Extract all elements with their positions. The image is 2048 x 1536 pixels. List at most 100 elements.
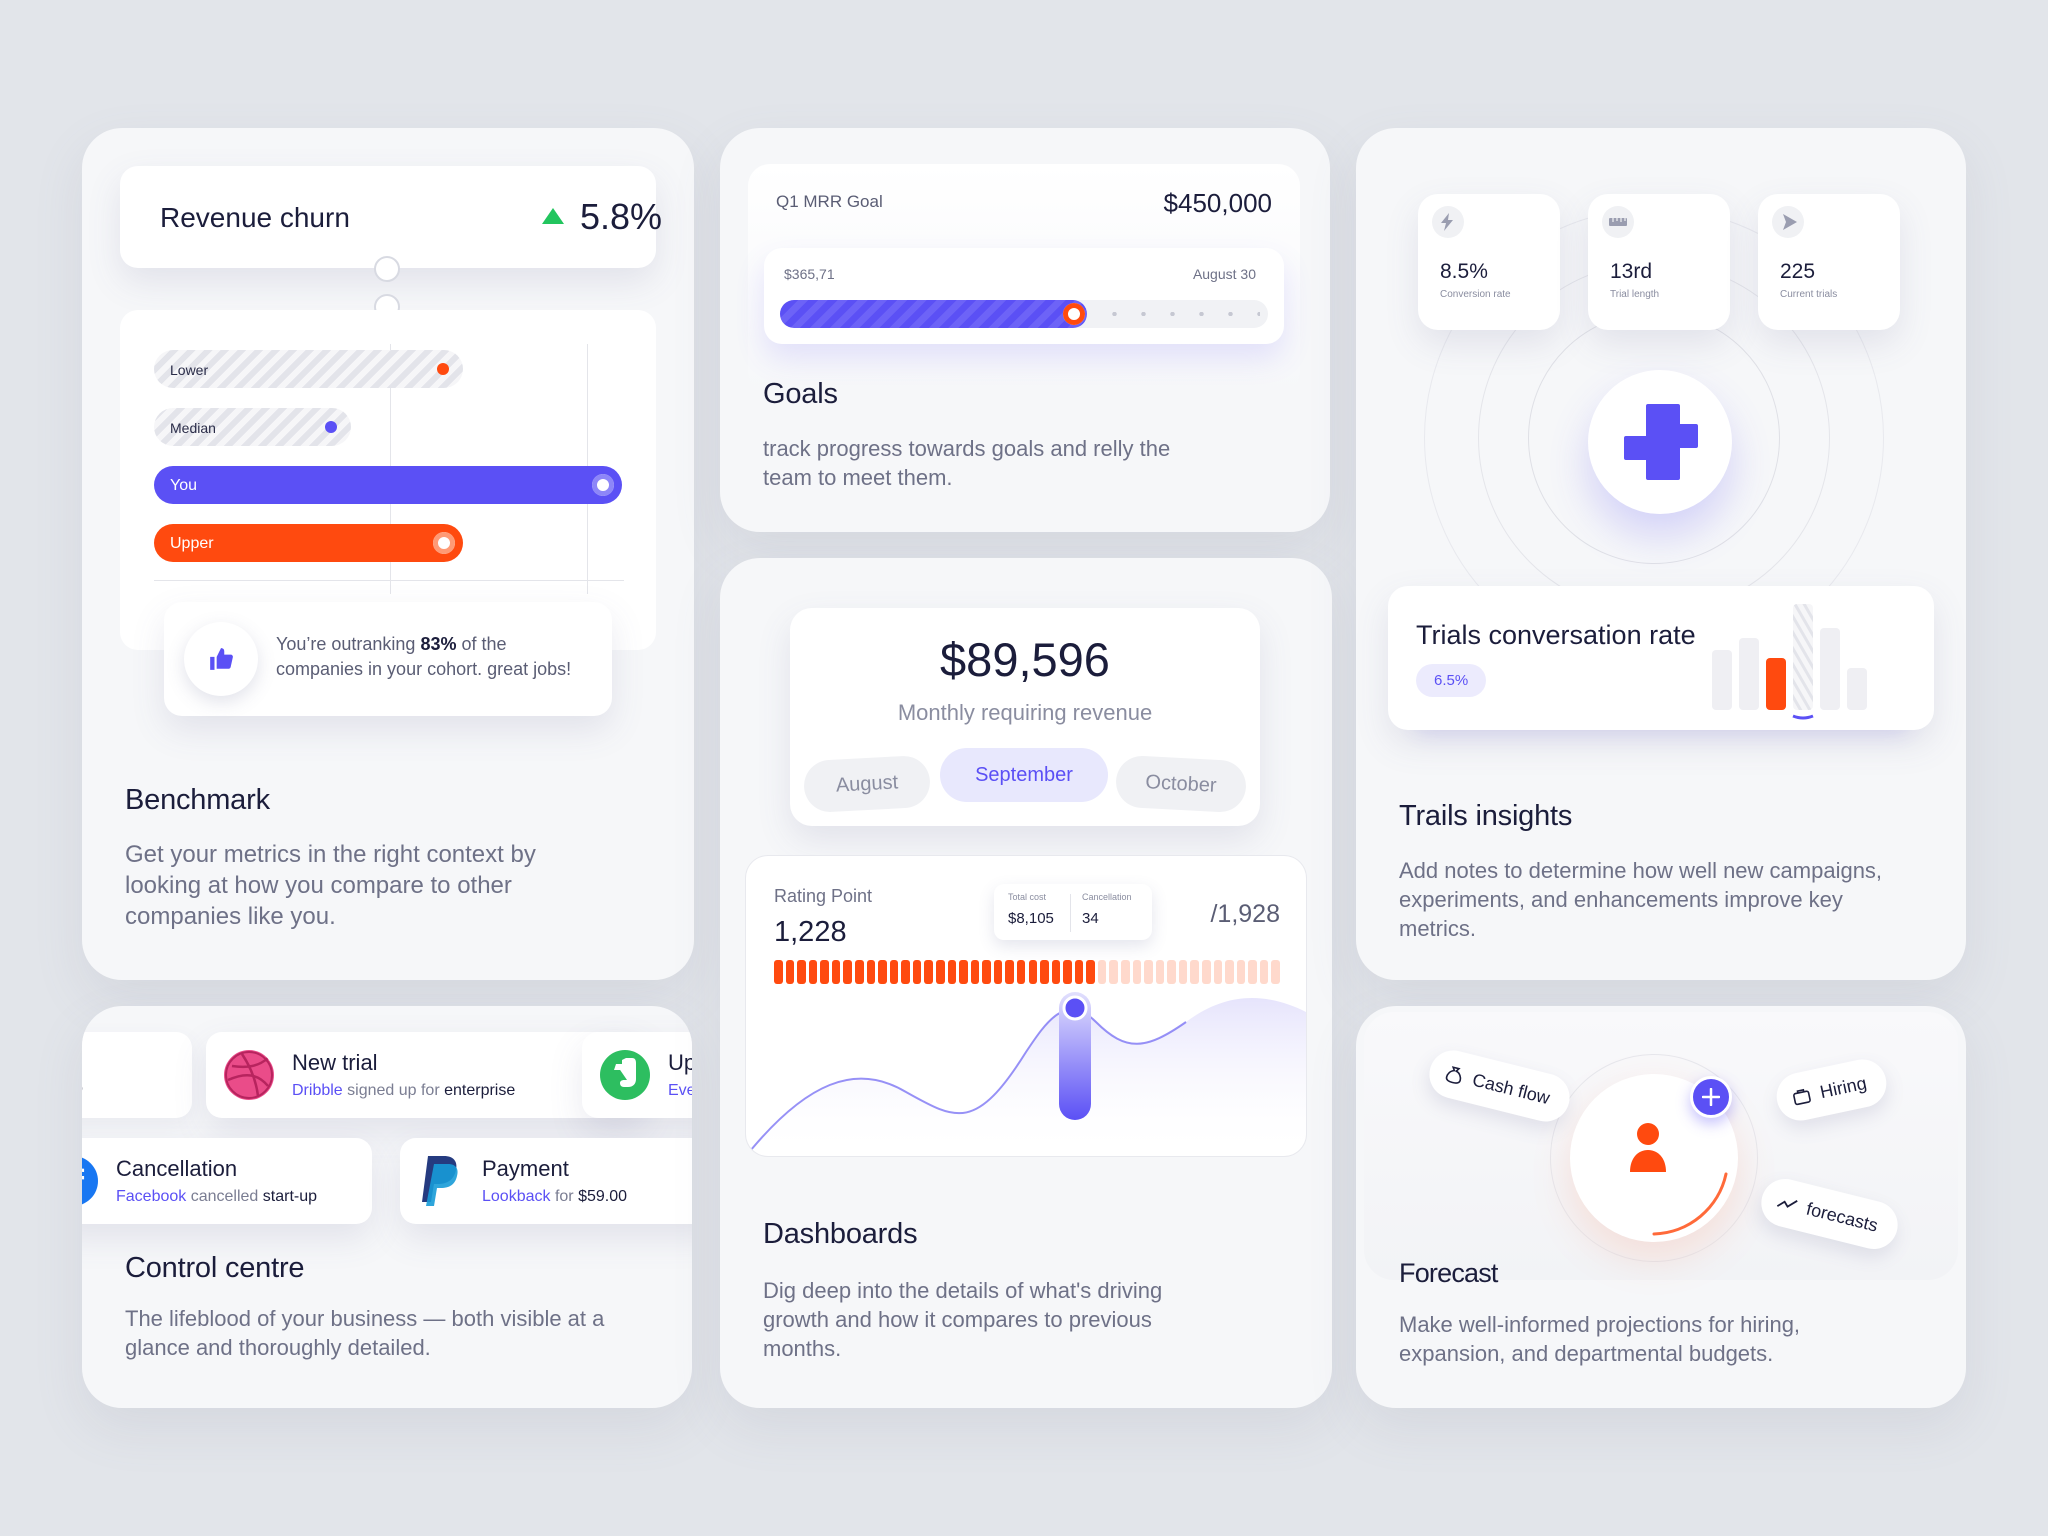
rating-tick [843, 960, 852, 984]
bar-knob [433, 532, 455, 554]
stat-trial-length[interactable]: 13rd Trial length [1588, 194, 1730, 330]
bar-knob [592, 474, 614, 496]
rating-tick [1086, 960, 1095, 984]
goal-date: August 30 [1192, 266, 1256, 282]
rating-tick [1121, 960, 1130, 984]
evernote-icon [600, 1050, 650, 1100]
rating-tick [1155, 960, 1165, 984]
event-card-partial-left[interactable]: o [82, 1032, 192, 1118]
connector-dot-top [374, 256, 400, 282]
tab-october[interactable]: October [1114, 754, 1248, 814]
rating-tick [959, 960, 968, 984]
trend-up-icon [542, 208, 564, 224]
rating-tooltip: Total cost $8,105 Cancellation 34 [994, 884, 1152, 940]
goal-current: $365,71 [784, 266, 835, 282]
rating-tick [1248, 960, 1257, 984]
revenue-card: $89,596 Monthly requiring revenue August… [790, 608, 1260, 826]
control-centre-card: o New trial Dribble signed up for enterp… [82, 1006, 692, 1408]
rating-value: 1,228 [774, 916, 847, 948]
churn-value: 5.8% [580, 196, 663, 237]
ring [1550, 1054, 1758, 1262]
rating-tick [808, 960, 818, 984]
payment-event[interactable]: Payment Lookback for $59.00 [400, 1138, 692, 1224]
rating-tick [820, 960, 829, 984]
progress-arc [1652, 1172, 1728, 1236]
facebook-icon: f [82, 1156, 98, 1206]
rating-tick [1271, 960, 1280, 984]
rating-tick [1259, 960, 1269, 984]
goal-progress-fill [780, 300, 1087, 328]
trials-card: 8.5% Conversion rate 13rd Trial length 2… [1356, 128, 1966, 980]
outranking-toast: You’re outranking 83% of the companies in… [164, 602, 612, 716]
rating-tick [889, 960, 899, 984]
rating-tick [1178, 960, 1188, 984]
rating-tick [1051, 960, 1061, 984]
rating-tick [1202, 960, 1211, 984]
goal-dots [1100, 312, 1260, 316]
rating-tick [797, 960, 806, 984]
dribbble-icon [224, 1050, 274, 1100]
chip-hiring[interactable]: Hiring [1772, 1054, 1891, 1126]
rating-tick [1040, 960, 1049, 984]
rating-tick [854, 960, 864, 984]
rating-tick [1097, 960, 1107, 984]
rating-tick [1132, 960, 1142, 984]
dashboards-title: Dashboards [763, 1218, 918, 1250]
rating-tick [1109, 960, 1119, 984]
thumbs-up-icon [184, 622, 258, 696]
rating-tick [1063, 960, 1072, 984]
rating-tick [1225, 960, 1234, 984]
toast-text: You’re outranking 83% of the companies in… [276, 634, 572, 679]
goal-label: Q1 MRR Goal [776, 192, 883, 211]
cancellation-event[interactable]: f Cancellation Facebook cancelled start-… [82, 1138, 372, 1224]
goal-progress-card[interactable]: $365,71 August 30 [764, 248, 1284, 344]
benchmark-card: Revenue churn 5.8% Lower Median You Uppe… [82, 128, 694, 980]
rating-tick [866, 960, 876, 984]
bar-lower: Lower [154, 350, 463, 388]
chip-cash-flow[interactable]: Cash flow [1424, 1045, 1575, 1127]
conversion-mini-chart [1712, 604, 1867, 720]
forecast-card: Cash flow Hiring forecasts Forecast Make… [1356, 1006, 1966, 1408]
rating-tick [785, 960, 795, 984]
rating-tick [912, 960, 922, 984]
revenue-value: $89,596 [940, 633, 1110, 686]
bar-dot [325, 421, 337, 433]
paypal-icon [418, 1154, 462, 1208]
rate-badge: 6.5% [1416, 664, 1487, 697]
rating-tick [1213, 960, 1223, 984]
add-button[interactable] [1690, 1076, 1732, 1118]
update-event-partial[interactable]: Up Eve [582, 1032, 692, 1118]
benchmark-title: Benchmark [125, 784, 270, 816]
stat-conversion-rate[interactable]: 8.5% Conversion rate [1418, 194, 1560, 330]
tab-september[interactable]: September [940, 748, 1108, 802]
rating-ticks [774, 960, 1280, 986]
control-centre-description: The lifeblood of your business — both vi… [125, 1306, 605, 1360]
rating-tick [1144, 960, 1153, 984]
rating-tick [1236, 960, 1246, 984]
rating-tick [935, 960, 945, 984]
revenue-label: Monthly requiring revenue [897, 700, 1153, 725]
chip-forecasts[interactable]: forecasts [1756, 1173, 1903, 1255]
goal-progress-knob[interactable] [1063, 303, 1085, 325]
goals-card: Q1 MRR Goal $450,000 $365,71 August 30 G… [720, 128, 1330, 532]
rating-tick [901, 960, 910, 984]
rating-tick [982, 960, 991, 984]
conversion-rate-card[interactable]: Trials conversation rate 6.5% [1388, 586, 1934, 730]
dashboards-card: $89,596 Monthly requiring revenue August… [720, 558, 1332, 1408]
rating-tick [1167, 960, 1176, 984]
rating-tick [947, 960, 957, 984]
trend-icon [1776, 1200, 1798, 1208]
axis-line [154, 580, 624, 581]
tab-august[interactable]: August [802, 754, 932, 814]
trials-description: Add notes to determine how well new camp… [1399, 858, 1883, 941]
rating-tick [924, 960, 933, 984]
money-bag-icon [1445, 1066, 1462, 1084]
goal-value: $450,000 [1163, 188, 1272, 218]
stat-current-trials[interactable]: 225 Current trials [1758, 194, 1900, 330]
revenue-churn-card[interactable]: Revenue churn 5.8% [120, 166, 662, 268]
rating-tick [1005, 960, 1014, 984]
benchmark-description: Get your metrics in the right context by… [125, 841, 536, 930]
rating-tick [774, 960, 783, 984]
new-trial-event[interactable]: New trial Dribble signed up for enterpri… [206, 1032, 648, 1118]
briefcase-icon [1793, 1088, 1811, 1106]
